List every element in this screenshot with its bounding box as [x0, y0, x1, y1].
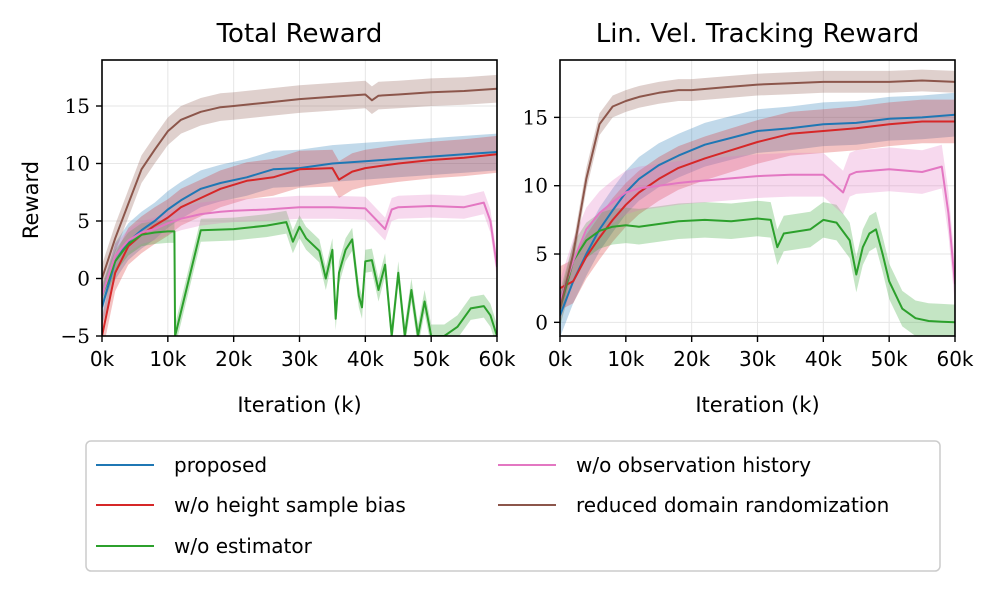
chart-panel-2: 0k 10k 20k 30k 40k 50k 60k 0 5 10 15 Lin. Vel. Trac…	[523, 19, 974, 417]
y-tick-label: 10	[65, 152, 90, 176]
x-tick-label: 60k	[478, 347, 515, 371]
y-tick-label: 5	[535, 242, 548, 266]
y-tick-label: 15	[523, 105, 548, 129]
chart-title: Total Reward	[216, 19, 383, 49]
chart-panel-1: 0k 10k 20k 30k 40k 50k 60k −5 0 5 10 15 Total Reward…	[19, 19, 516, 417]
x-tick-label: 40k	[805, 347, 842, 371]
x-tick-label: 50k	[413, 347, 450, 371]
legend-item-2: w/o height sample bias	[96, 493, 406, 517]
series-band-1	[102, 133, 497, 326]
x-axis-label: Iteration (k)	[695, 393, 819, 417]
series-line-1	[102, 151, 497, 308]
legend: proposed w/o height sample bias w/o estima…	[85, 440, 941, 572]
series-line-4	[102, 201, 497, 297]
x-tick-label: 0k	[548, 347, 573, 371]
series-band-5	[102, 74, 497, 293]
legend-label: w/o estimator	[174, 534, 313, 558]
series-band-1	[560, 92, 955, 336]
series-line-2	[102, 153, 497, 336]
chart-title: Lin. Vel. Tracking Reward	[596, 19, 920, 49]
legend-item-3: w/o estimator	[96, 534, 313, 558]
x-tick-label: 20k	[215, 347, 252, 371]
series-line-3	[560, 217, 955, 324]
legend-label: w/o observation history	[576, 453, 811, 477]
legend-label: w/o height sample bias	[174, 493, 406, 517]
plot-area	[102, 74, 497, 336]
y-tick-label: −5	[61, 324, 90, 348]
legend-item-1: proposed	[96, 453, 267, 477]
series-band-3	[102, 210, 497, 336]
x-tick-label: 30k	[281, 347, 318, 371]
y-tick-label: 0	[535, 310, 548, 334]
y-tick-label: 15	[65, 94, 90, 118]
series-line-4	[560, 165, 955, 303]
x-tick-label: 0k	[90, 347, 115, 371]
x-tick-label: 40k	[347, 347, 384, 371]
x-tick-label: 50k	[871, 347, 908, 371]
legend-item-4: w/o observation history	[498, 453, 811, 477]
series-line-3	[102, 221, 497, 336]
series-band-4	[560, 144, 955, 324]
y-tick-label: 10	[523, 174, 548, 198]
legend-label: proposed	[174, 453, 267, 477]
series-band-2	[102, 135, 497, 336]
x-tick-label: 60k	[936, 347, 973, 371]
x-tick-label: 20k	[673, 347, 710, 371]
x-tick-label: 10k	[607, 347, 644, 371]
x-axis-label: Iteration (k)	[237, 393, 361, 417]
series-line-5	[102, 87, 497, 279]
y-axis-label: Reward	[19, 161, 43, 239]
plot-area	[560, 69, 955, 336]
series-line-2	[560, 120, 955, 290]
legend-item-5: reduced domain randomization	[498, 493, 889, 517]
y-tick-label: 5	[77, 209, 90, 233]
series-band-4	[102, 191, 497, 308]
x-tick-label: 10k	[149, 347, 186, 371]
legend-label: reduced domain randomization	[576, 493, 889, 517]
x-tick-label: 30k	[739, 347, 776, 371]
series-band-3	[560, 200, 955, 336]
y-tick-label: 0	[77, 267, 90, 291]
series-line-5	[560, 79, 955, 309]
